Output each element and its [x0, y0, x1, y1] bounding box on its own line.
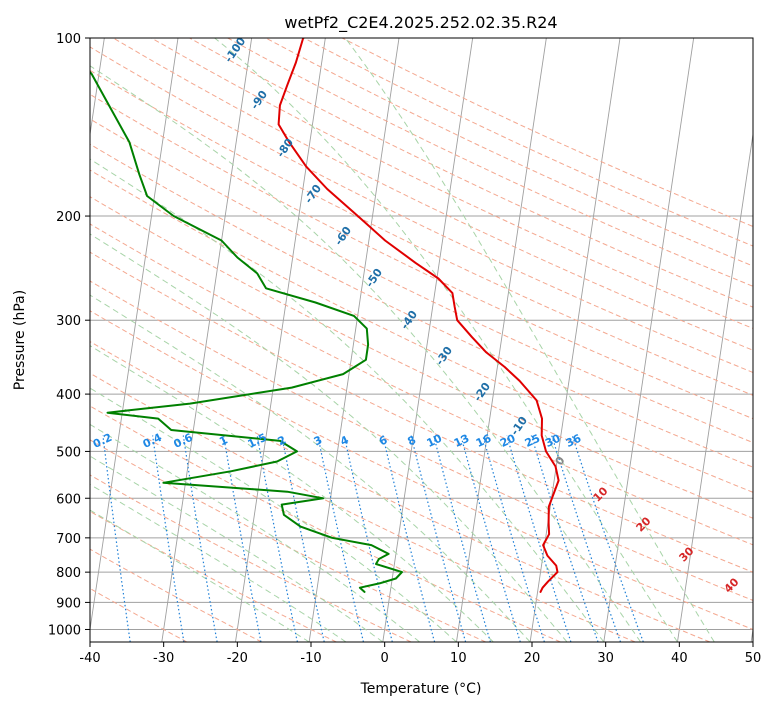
x-tick-label: -30 — [153, 651, 174, 666]
x-tick-label: -40 — [79, 651, 100, 666]
y-tick-label: 200 — [56, 210, 81, 225]
y-tick-label: 300 — [56, 314, 81, 329]
x-tick-label: 20 — [524, 651, 541, 666]
y-tick-label: 1000 — [48, 623, 81, 638]
y-tick-label: 100 — [56, 32, 81, 47]
y-tick-label: 600 — [56, 492, 81, 507]
x-tick-label: -20 — [227, 651, 248, 666]
x-tick-label: 40 — [671, 651, 688, 666]
y-tick-label: 800 — [56, 566, 81, 581]
x-tick-label: 0 — [381, 651, 389, 666]
x-tick-label: 10 — [450, 651, 467, 666]
y-tick-label: 400 — [56, 388, 81, 403]
x-tick-label: 30 — [597, 651, 614, 666]
y-tick-label: 700 — [56, 532, 81, 547]
x-tick-label: 50 — [745, 651, 762, 666]
y-axis-label: Pressure (hPa) — [12, 290, 28, 390]
y-tick-label: 900 — [56, 596, 81, 611]
x-axis-label: Temperature (°C) — [360, 681, 482, 697]
chart-title: wetPf2_C2E4.2025.252.02.35.R24 — [284, 13, 557, 33]
y-tick-label: 500 — [56, 445, 81, 460]
x-tick-label: -10 — [300, 651, 321, 666]
